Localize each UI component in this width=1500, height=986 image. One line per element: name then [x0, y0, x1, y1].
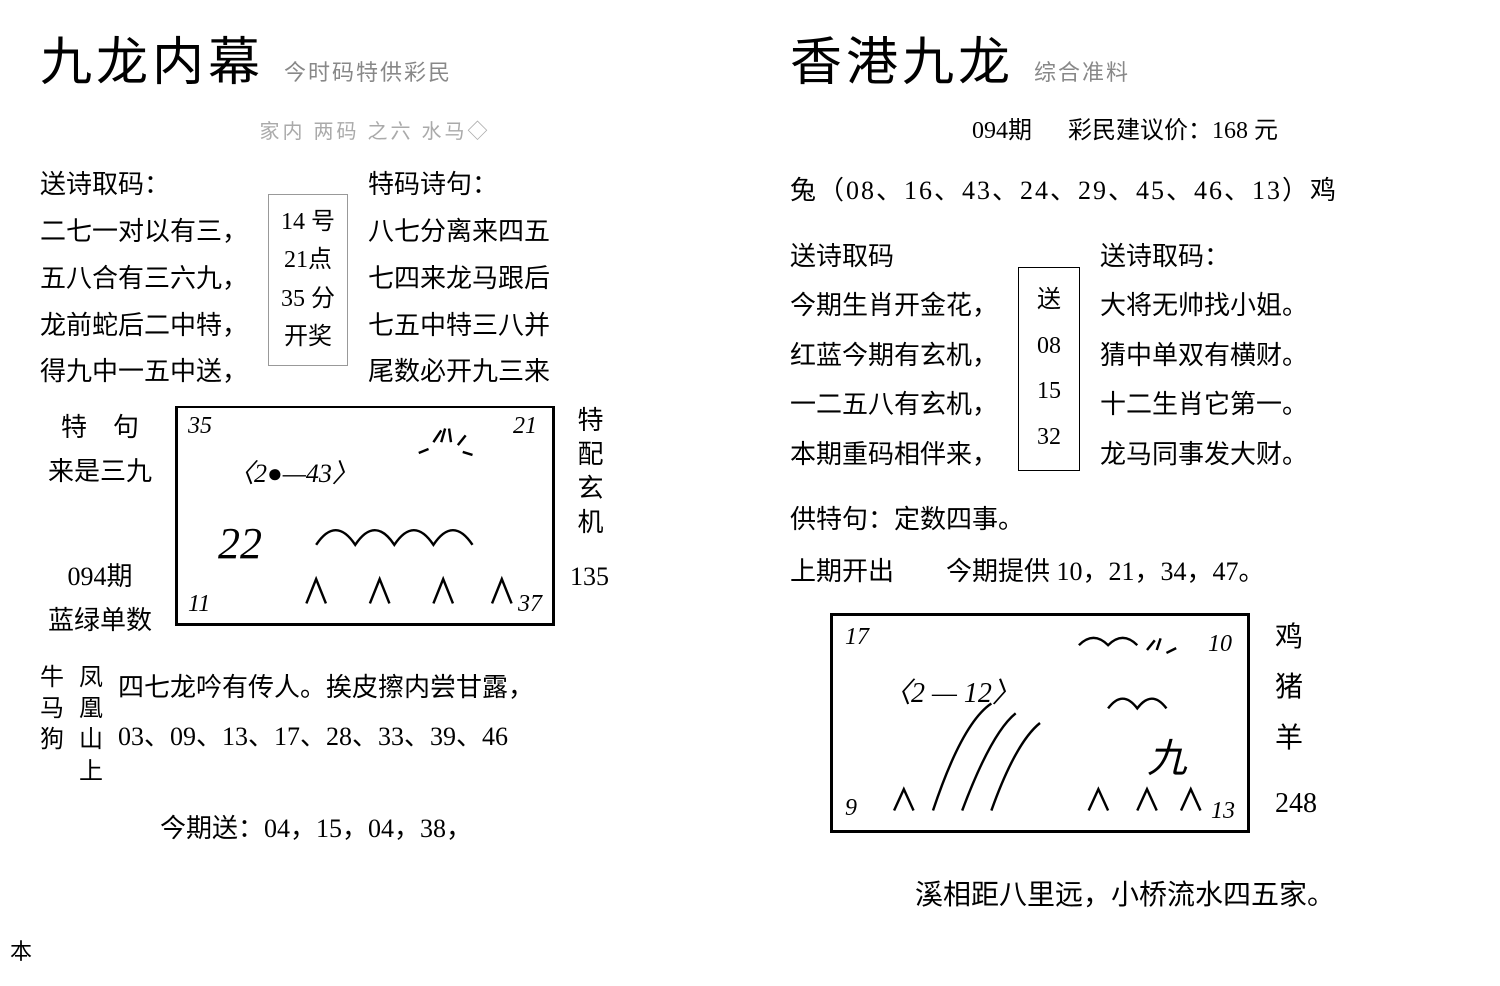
left-bottom-grid: 牛 马 狗 凤 凰 山 上 四七龙吟有传人。挨皮擦内尝甘露， 03、09、13、… [40, 663, 710, 788]
poem-left-lines: 二七一对以有三， 五八合有三六九， 龙前蛇后二中特， 得九中一五中送， [40, 209, 248, 396]
right-column: 香港九龙 综合准料 094期 彩民建议价：168 元 兔（08、16、43、24… [750, 0, 1500, 986]
phrase-char: 凤 [79, 663, 103, 694]
special-line: 特 句 [40, 406, 160, 450]
left-mid-box: 14 号 21点 35 分 开奖 [268, 194, 348, 366]
right-bottom-line: 溪相距八里远，小桥流水四五家。 [790, 873, 1460, 913]
phrase-char: 凰 [79, 694, 103, 725]
left-side-text: 特 句 来是三九 094期 蓝绿单数 [40, 406, 160, 643]
left-title-row: 九龙内幕 今时码特供彩民 [40, 20, 710, 95]
left-poem-left-block: 送诗取码： 二七一对以有三， 五八合有三六九， 龙前蛇后二中特， 得九中一五中送… [40, 164, 248, 396]
right-price: 彩民建议价：168 元 [1068, 118, 1278, 144]
corner-char: 本 [10, 934, 32, 966]
left-sketch-box: 35 21 〈2●—43〉 22 11 37 [175, 406, 555, 626]
right-title-row: 香港九龙 综合准料 [790, 20, 1460, 95]
right-supply-line: 供特句：定数四事。 [790, 499, 1460, 536]
poem-line: 七五中特三八并 [368, 303, 550, 350]
box-item: 08 [1037, 324, 1061, 370]
box-item: 15 [1037, 369, 1061, 415]
poem-line: 五八合有三六九， [40, 256, 248, 303]
right-title: 香港九龙 [790, 20, 1014, 95]
zodiac-char: 马 [40, 694, 64, 725]
mid-box-line: 开奖 [281, 318, 335, 356]
color-hint: 蓝绿单数 [40, 599, 160, 643]
vert-num: 135 [570, 562, 609, 592]
side-zodiac: 鸡 [1275, 613, 1317, 663]
side-zodiac: 猪 [1275, 663, 1317, 713]
box-item: 送 [1037, 278, 1061, 324]
side-zodiac: 羊 [1275, 714, 1317, 764]
mid-box-line: 14 号 [281, 203, 335, 241]
poem-line: 二七一对以有三， [40, 209, 248, 256]
page-container: 九龙内幕 今时码特供彩民 家内 两码 之六 水马◇ 送诗取码： 二七一对以有三，… [0, 0, 1500, 986]
poem-line: 龙马同事发大财。 [1100, 430, 1308, 479]
poem-line: 大将无帅找小姐。 [1100, 281, 1308, 330]
right-mid-grid: 送诗取码 今期生肖开金花， 红蓝今期有玄机， 一二五八有玄机， 本期重码相伴来，… [790, 232, 1460, 479]
special-line: 来是三九 [40, 450, 160, 494]
right-sketch-box: 17 10 〈2 — 12〉 九 9 13 [830, 613, 1250, 833]
right-sketch-side: 鸡 猪 羊 248 [1275, 613, 1317, 830]
mid-box-line: 21点 [281, 241, 335, 279]
poem-line: 猜中单双有横财。 [1100, 331, 1308, 380]
left-subtitle: 今时码特供彩民 [284, 55, 452, 87]
phrase-char: 上 [79, 757, 103, 788]
bottom-col1: 牛 马 狗 [40, 663, 64, 757]
poem-line: 龙前蛇后二中特， [40, 303, 248, 350]
poem-line: 一二五八有玄机， [790, 380, 998, 429]
poem-left-header: 送诗取码： [40, 164, 248, 201]
poem-line: 十二生肖它第一。 [1100, 380, 1308, 429]
poem-line: 今期生肖开金花， [790, 281, 998, 330]
bottom-text-line: 四七龙吟有传人。挨皮擦内尝甘露， [118, 663, 534, 712]
mid-box-line: 35 分 [281, 280, 335, 318]
bottom-col2: 凤 凰 山 上 [79, 663, 103, 788]
vert-label: 特配玄机 [570, 406, 607, 542]
right-subtitle: 综合准料 [1034, 55, 1130, 87]
right-zodiac-line: 兔（08、16、43、24、29、45、46、13）鸡 [790, 170, 1460, 207]
right-issue: 094期 [972, 110, 1032, 145]
right-poem-left: 送诗取码 今期生肖开金花， 红蓝今期有玄机， 一二五八有玄机， 本期重码相伴来， [790, 232, 998, 479]
left-sketch-side: 特配玄机 135 [570, 406, 609, 592]
poem-line: 八七分离来四五 [368, 209, 550, 256]
left-poem-right-block: 特码诗句： 八七分离来四五 七四来龙马跟后 七五中特三八并 尾数必开九三来 [368, 164, 550, 396]
left-faded-line: 家内 两码 之六 水马◇ [40, 115, 710, 144]
left-column: 九龙内幕 今时码特供彩民 家内 两码 之六 水马◇ 送诗取码： 二七一对以有三，… [0, 0, 750, 986]
poem-header: 送诗取码： [1100, 232, 1308, 281]
poem-line: 得九中一五中送， [40, 349, 248, 396]
poem-right-lines: 八七分离来四五 七四来龙马跟后 七五中特三八并 尾数必开九三来 [368, 209, 550, 396]
bottom-text-block: 四七龙吟有传人。挨皮擦内尝甘露， 03、09、13、17、28、33、39、46 [118, 663, 534, 762]
poem-line: 七四来龙马跟后 [368, 256, 550, 303]
right-sketch-row: 17 10 〈2 — 12〉 九 9 13 鸡 猪 羊 [790, 613, 1460, 833]
poem-header: 送诗取码 [790, 232, 998, 281]
left-send-line: 今期送：04，15，04，38， [160, 808, 710, 845]
bottom-nums: 03、09、13、17、28、33、39、46 [118, 712, 534, 761]
poem-line: 本期重码相伴来， [790, 430, 998, 479]
right-header-line: 094期 彩民建议价：168 元 [790, 110, 1460, 145]
issue-label: 094期 [40, 555, 160, 599]
left-mid-row: 特 句 来是三九 094期 蓝绿单数 35 21 〈2●—43〉 22 11 3… [40, 406, 710, 643]
left-title: 九龙内幕 [40, 20, 264, 95]
poem-right-header: 特码诗句： [368, 164, 550, 201]
zodiac-char: 牛 [40, 663, 64, 694]
sketch-drawing [178, 408, 552, 623]
phrase-char: 山 [79, 725, 103, 756]
zodiac-char: 狗 [40, 725, 64, 756]
right-prev-line: 上期开出 今期提供 10，21，34，47。 [790, 551, 1460, 588]
poem-line: 红蓝今期有玄机， [790, 331, 998, 380]
left-upper-grid: 送诗取码： 二七一对以有三， 五八合有三六九， 龙前蛇后二中特， 得九中一五中送… [40, 164, 710, 396]
right-poem-right: 送诗取码： 大将无帅找小姐。 猜中单双有横财。 十二生肖它第一。 龙马同事发大财… [1100, 232, 1308, 479]
sketch-drawing [833, 616, 1247, 830]
right-num-box: 送 08 15 32 [1018, 267, 1080, 471]
side-num: 248 [1275, 779, 1317, 829]
box-item: 32 [1037, 415, 1061, 461]
poem-line: 尾数必开九三来 [368, 349, 550, 396]
